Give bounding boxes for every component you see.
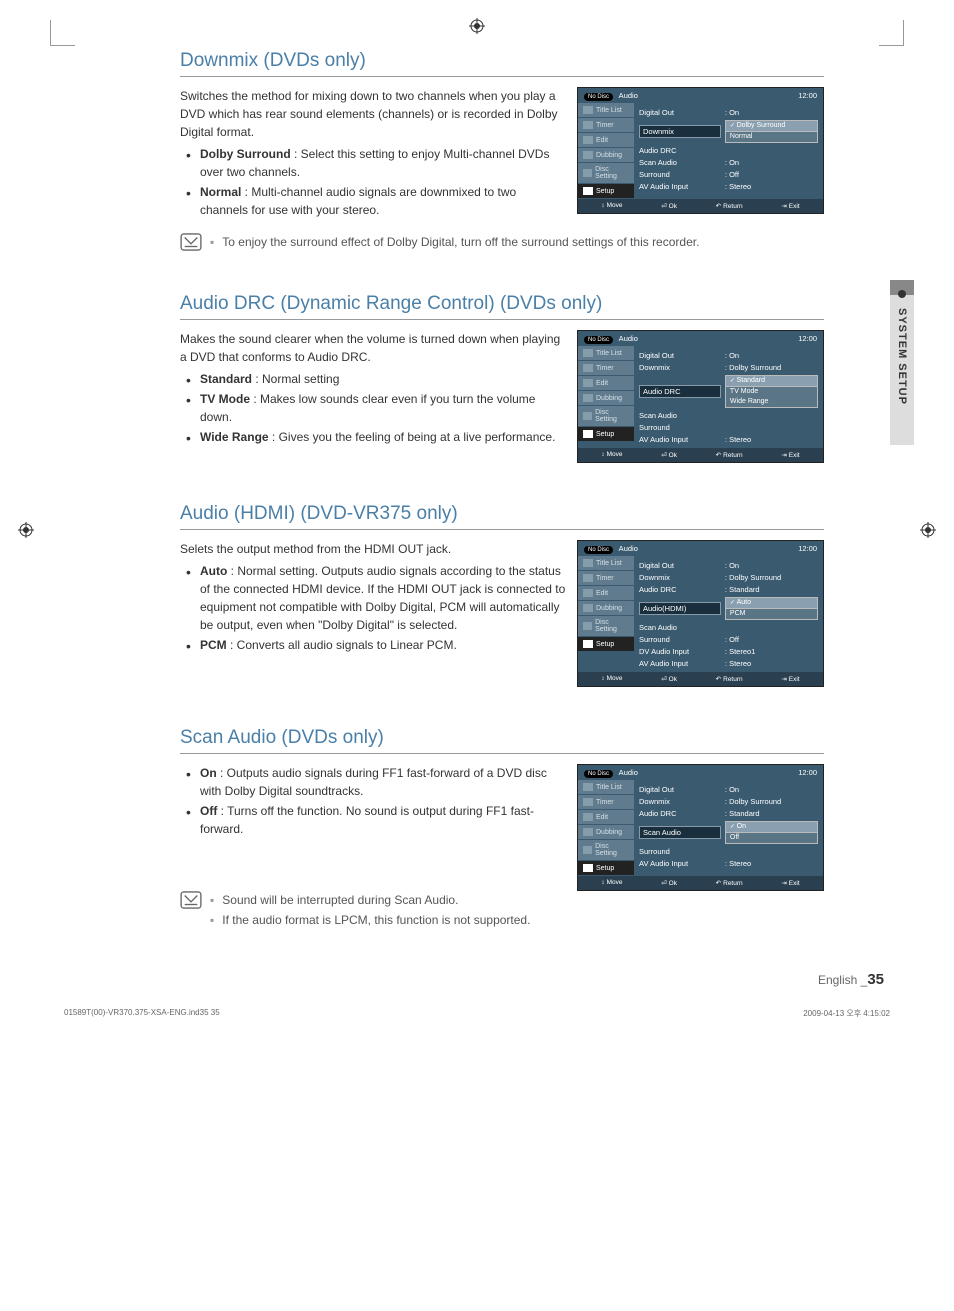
bullet-list: Auto : Normal setting. Outputs audio sig… bbox=[180, 562, 824, 654]
bullet-item: Standard : Normal setting bbox=[200, 370, 824, 388]
osd-footer: ↕Move⏎Ok↶Return⇥Exit bbox=[578, 672, 823, 686]
side-tab-label: SYSTEM SETUP bbox=[896, 308, 908, 405]
osd-tab[interactable]: Title List bbox=[578, 103, 634, 118]
bullet-item: On : Outputs audio signals during FF1 fa… bbox=[200, 764, 824, 800]
bullet-item: TV Mode : Makes low sounds clear even if… bbox=[200, 390, 824, 426]
note-icon bbox=[180, 891, 202, 909]
section-title: Downmix (DVDs only) bbox=[180, 50, 824, 77]
osd-footer: ↕Move⏎Ok↶Return⇥Exit bbox=[578, 448, 823, 462]
registration-mark bbox=[18, 522, 34, 538]
crop-mark bbox=[903, 20, 904, 45]
section-title: Audio (HDMI) (DVD-VR375 only) bbox=[180, 503, 824, 530]
bullet-item: PCM : Converts all audio signals to Line… bbox=[200, 636, 824, 654]
osd-tab[interactable]: Setup bbox=[578, 861, 634, 876]
osd-tab[interactable]: Disc Setting bbox=[578, 840, 634, 861]
side-tab: SYSTEM SETUP bbox=[890, 280, 914, 445]
section-title: Audio DRC (Dynamic Range Control) (DVDs … bbox=[180, 293, 824, 320]
print-footer: 01589T(00)-VR370.375-XSA-ENG.ind35 35 20… bbox=[60, 1008, 894, 1019]
osd-tab[interactable]: Title List bbox=[578, 346, 634, 361]
registration-mark bbox=[469, 18, 485, 34]
bullet-item: Off : Turns off the function. No sound i… bbox=[200, 802, 824, 838]
crop-mark bbox=[50, 20, 51, 45]
osd-footer: ↕Move⏎Ok↶Return⇥Exit bbox=[578, 876, 823, 890]
note-row: ▪To enjoy the surround effect of Dolby D… bbox=[180, 233, 824, 253]
bullet-item: Auto : Normal setting. Outputs audio sig… bbox=[200, 562, 824, 634]
bullet-list: Standard : Normal setting TV Mode : Makes… bbox=[180, 370, 824, 446]
note-row: ▪Sound will be interrupted during Scan A… bbox=[180, 891, 824, 931]
note-icon bbox=[180, 233, 202, 251]
bullet-item: Normal : Multi-channel audio signals are… bbox=[200, 183, 824, 219]
osd-tab[interactable]: Timer bbox=[578, 118, 634, 133]
page-number: English _35 bbox=[60, 971, 884, 988]
section-title: Scan Audio (DVDs only) bbox=[180, 727, 824, 754]
bullet-item: Dolby Surround : Select this setting to … bbox=[200, 145, 824, 181]
registration-mark bbox=[920, 522, 936, 538]
bullet-item: Wide Range : Gives you the feeling of be… bbox=[200, 428, 824, 446]
